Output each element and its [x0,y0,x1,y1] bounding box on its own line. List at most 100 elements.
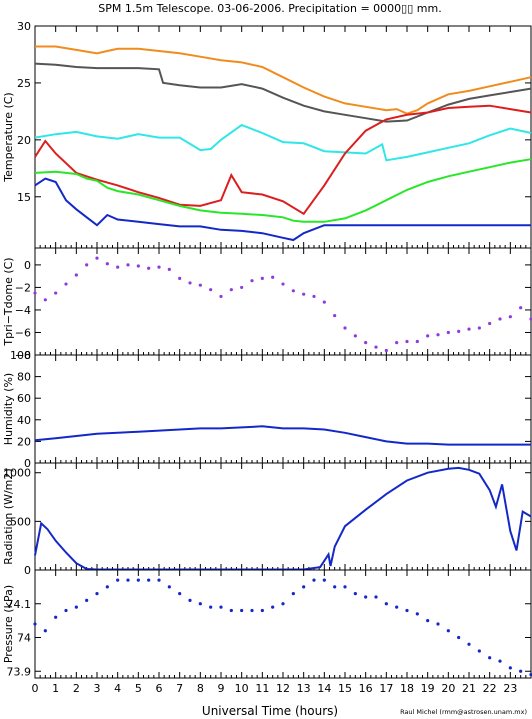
temperature-series-line-4 [34,158,532,223]
tpri-tdome-point [302,292,306,296]
pressure-point [426,619,430,623]
credit-text: Raul Michel (rmm@astrosen.unam.mx) [400,708,527,716]
pressure-point [457,635,461,640]
tpri-tdome-point [281,282,285,286]
pressure-point [395,605,399,609]
radiation-ytick-label: 1000 [3,467,31,480]
pressure-point [343,585,347,589]
pressure-point [405,608,409,613]
radiation-frame [34,462,532,571]
pressure-point [333,585,337,589]
x-tick-label: 16 [359,682,373,695]
pressure-point [488,656,492,660]
x-tick-label: 6 [156,682,163,695]
tpri-tdome-point [374,345,378,349]
tpri-tdome-point [178,276,182,281]
pressure-point [116,578,120,582]
tpri-tdome-ytick-label: −6 [15,326,31,339]
tpri-tdome-point [364,341,368,345]
radiation-ylabel: Radiation (W/m2) [2,468,15,564]
pressure-point [508,666,512,670]
tpri-tdome-point [105,262,109,266]
pressure-point [157,578,161,582]
temperature-series-line-3 [34,104,532,216]
pressure-point [446,629,450,633]
pressure-ytick-label: 73.9 [7,665,32,678]
tpri-tdome-point [147,266,151,270]
pressure-frame [34,569,532,679]
tpri-tdome-point [64,282,68,286]
x-tick-label: 15 [338,682,352,695]
x-tick-label: 9 [218,682,225,695]
pressure-point [302,585,306,589]
pressure-point [105,585,109,589]
tpri-tdome-point [74,273,78,277]
x-tick-label: 14 [317,682,331,695]
tpri-tdome-point [157,265,161,269]
x-tick-label: 0 [32,682,39,695]
temperature-ytick-label: 25 [17,77,31,90]
tpri-tdome-point [322,300,326,304]
temperature-ylabel: Temperature (C) [2,92,15,182]
tpri-tdome-point [116,265,120,269]
tpri-tdome-point [167,267,171,271]
tpri-tdome-ytick-label: −2 [15,281,31,294]
temperature-ytick-label: 30 [17,20,31,33]
tpri-tdome-ytick-label: 0 [24,259,31,272]
pressure-point [353,592,357,596]
pressure-point [384,602,388,606]
tpri-tdome-point [508,315,512,319]
tpri-tdome-frame [34,247,532,356]
x-tick-label: 4 [114,682,121,695]
tpri-tdome-point [312,294,316,299]
humidity-frame [34,354,532,464]
pressure-point [250,608,254,613]
pressure-point [178,592,182,596]
x-tick-label: 21 [462,682,476,695]
pressure-point [33,622,37,626]
pressure-point [477,649,481,653]
pressure-point [415,612,419,616]
x-tick-label: 8 [197,682,204,695]
tpri-tdome-point [136,264,140,268]
x-tick-label: 11 [255,682,269,695]
tpri-tdome-point [33,291,37,295]
pressure-point [188,598,192,602]
pressure-point [64,608,68,613]
x-tick-label: 1 [52,682,59,695]
panels-group: 15 20 25 30 Temperature (C) 0 −2 −4 −6 −8Tpri−Tdo… [2,20,532,695]
pressure-point [74,605,78,609]
pressure-point [260,608,264,613]
x-tick-label: 20 [441,682,455,695]
tpri-tdome-point [198,283,202,287]
x-axis-label: Universal Time (hours) [202,704,338,718]
humidity-ytick-label: 60 [17,392,31,405]
temperature-ytick-label: 15 [17,191,31,204]
tpri-tdome-ylabel: Tpri−Tdome (C) [2,257,15,346]
tpri-tdome-point [384,348,388,353]
pressure-point [136,578,140,582]
tpri-tdome-point [395,341,399,345]
pressure-point [364,595,368,599]
radiation-ytick-label: 0 [24,564,31,577]
temperature-series-line-1 [34,62,532,123]
tpri-tdome-point [343,326,347,330]
tpri-tdome-point [95,256,99,260]
tpri-tdome-ytick-label: −4 [15,304,31,317]
tpri-tdome-point [219,294,223,299]
pressure-point [219,605,223,609]
x-tick-label: 22 [483,682,497,695]
pressure-point [229,608,233,613]
tpri-tdome-point [54,291,58,295]
tpri-tdome-point [353,334,357,338]
humidity-ytick-label: 40 [17,414,31,427]
pressure-point [467,642,471,646]
tpri-tdome-ytick-label: −8 [15,349,31,362]
pressure-ytick-label: 74.1 [7,598,32,611]
tpri-tdome-point [488,321,492,326]
tpri-tdome-point [477,326,481,330]
figure-title: SPM 1.5m Telescope. 03-06-2006. Precipit… [98,2,441,15]
